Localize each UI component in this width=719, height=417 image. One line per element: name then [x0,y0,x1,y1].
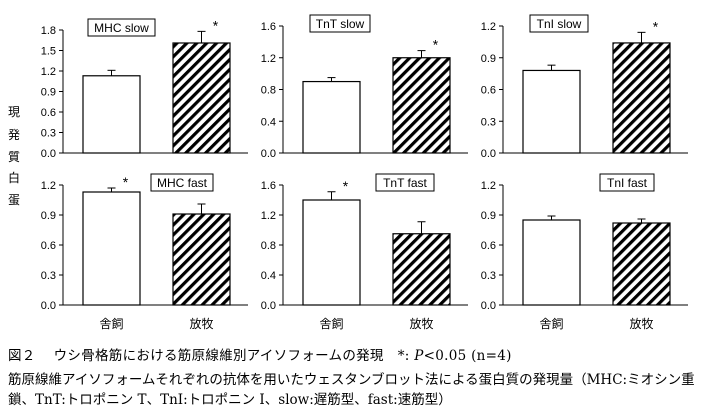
bar-舎飼 [82,75,141,154]
y-tick-label: 1.2 [481,180,496,192]
chart-panel-tnt-slow: 0.0 0.4 0.8 1.2 1.6 * TnT slow [261,14,468,160]
y-tick-label: 1.2 [41,66,56,78]
panel-title-frame [87,18,156,37]
y-axis-label-char: 白 [8,170,20,185]
y-tick-label: 0.9 [481,210,496,222]
y-tick-label: 0.6 [41,240,56,252]
figure-panels: 0.0 0.3 0.6 0.9 1.2 1.5 1.8 * MHC slow 0.0 0.4 0.8 1… [8,14,688,331]
bar-放牧 [172,213,231,306]
y-tick-label: 0.0 [481,148,496,160]
x-category-label: 放牧 [189,316,213,331]
x-category-label: 舎飼 [319,316,343,331]
y-tick-label: 1.6 [261,21,276,33]
y-tick-label: 0.0 [41,148,56,160]
y-tick-label: 1.2 [261,210,276,222]
significance-star: * [433,37,439,53]
bar-放牧 [392,57,451,154]
panel-title-frame [529,14,589,33]
bar-舎飼 [522,219,581,306]
y-tick-label: 0.6 [481,240,496,252]
panel-title-box: TnT slow [309,14,371,33]
bar-舎飼 [302,199,361,306]
y-tick-label: 0.9 [481,53,496,65]
y-tick-label: 1.6 [261,180,276,192]
panel-title-box: TnI slow [529,14,589,33]
y-tick-label: 0.8 [261,240,276,252]
y-tick-label: 0.0 [41,300,56,312]
panel-title-frame [599,173,655,192]
bar-舎飼 [82,191,141,306]
y-tick-label: 0.0 [261,300,276,312]
panel-title: TnT fast [383,176,427,190]
y-tick-label: 0.3 [481,270,496,282]
y-tick-label: 0.9 [41,210,56,222]
panel-title-box: TnI fast [599,173,655,192]
y-axis-label-char: 発 [8,128,20,142]
y-tick-label: 0.4 [261,270,276,282]
y-tick-label: 0.8 [261,85,276,97]
chart-panel-tni-fast: 0.0 0.3 0.6 0.9 1.2 TnI fast [481,173,688,312]
figure-number: 図２ [8,348,36,364]
bar-舎飼 [302,80,361,154]
y-tick-label: 0.3 [41,128,56,140]
chart-panel-mhc-fast: 0.0 0.3 0.6 0.9 1.2 * MHC fast [41,173,248,312]
y-tick-label: 0.4 [261,116,276,128]
bar-放牧 [612,42,671,154]
y-tick-label: 1.2 [41,180,56,192]
panel-title: TnI fast [607,176,648,190]
significance-star: * [343,178,349,194]
figure-title: ウシ骨格筋における筋原線維別アイソフォームの発現 [53,348,384,364]
bar-放牧 [612,222,671,306]
panel-title: TnI slow [537,17,582,31]
x-category-label: 舎飼 [539,316,563,331]
y-tick-label: 0.6 [41,107,56,119]
y-tick-label: 0.3 [481,116,496,128]
panel-title-box: MHC fast [150,173,214,192]
y-tick-label: 1.2 [481,21,496,33]
x-category-label: 放牧 [409,316,433,331]
y-axis-label-char: 現 [8,105,20,119]
x-category-label: 舎飼 [99,316,123,331]
y-axis-label-char: 質 [8,149,20,164]
chart-panel-mhc-slow: 0.0 0.3 0.6 0.9 1.2 1.5 1.8 * MHC slow [41,17,248,160]
panel-title-frame [150,173,214,192]
significance-star: * [213,17,219,33]
y-tick-label: 0.3 [41,270,56,282]
panel-title-frame [375,173,435,192]
chart-panel-tni-slow: 0.0 0.3 0.6 0.9 1.2 * TnI slow [481,14,688,160]
y-axis-label-char: 蛋 [8,193,20,207]
y-tick-label: 0.9 [41,87,56,99]
significance-note: *: P<0.05 (n=4) [397,348,512,364]
y-tick-label: 0.6 [481,85,496,97]
figure-caption-description: 筋原線維アイソフォームそれぞれの抗体を用いたウェスタンブロット法による蛋白質の発… [8,372,695,408]
y-tick-label: 0.0 [261,148,276,160]
panel-title-frame [309,14,371,33]
bar-放牧 [172,42,231,154]
panel-title: MHC fast [157,176,208,190]
chart-panel-tnt-fast: 0.0 0.4 0.8 1.2 1.6 * TnT fast [261,173,468,312]
x-category-label: 放牧 [629,316,653,331]
y-tick-label: 1.2 [261,53,276,65]
significance-star: * [653,18,659,34]
panel-title: TnT slow [316,17,365,31]
significance-star: * [123,174,129,190]
y-tick-label: 0.0 [481,300,496,312]
panel-title-box: MHC slow [87,18,156,37]
panel-title: MHC slow [94,21,149,35]
bar-放牧 [392,233,451,306]
y-tick-label: 1.8 [41,25,56,37]
figure-caption-title: 図２ ウシ骨格筋における筋原線維別アイソフォームの発現 *: P<0.05 (n=4… [8,344,713,364]
panel-title-box: TnT fast [375,173,435,192]
bar-舎飼 [522,69,581,154]
y-tick-label: 1.5 [41,46,56,58]
